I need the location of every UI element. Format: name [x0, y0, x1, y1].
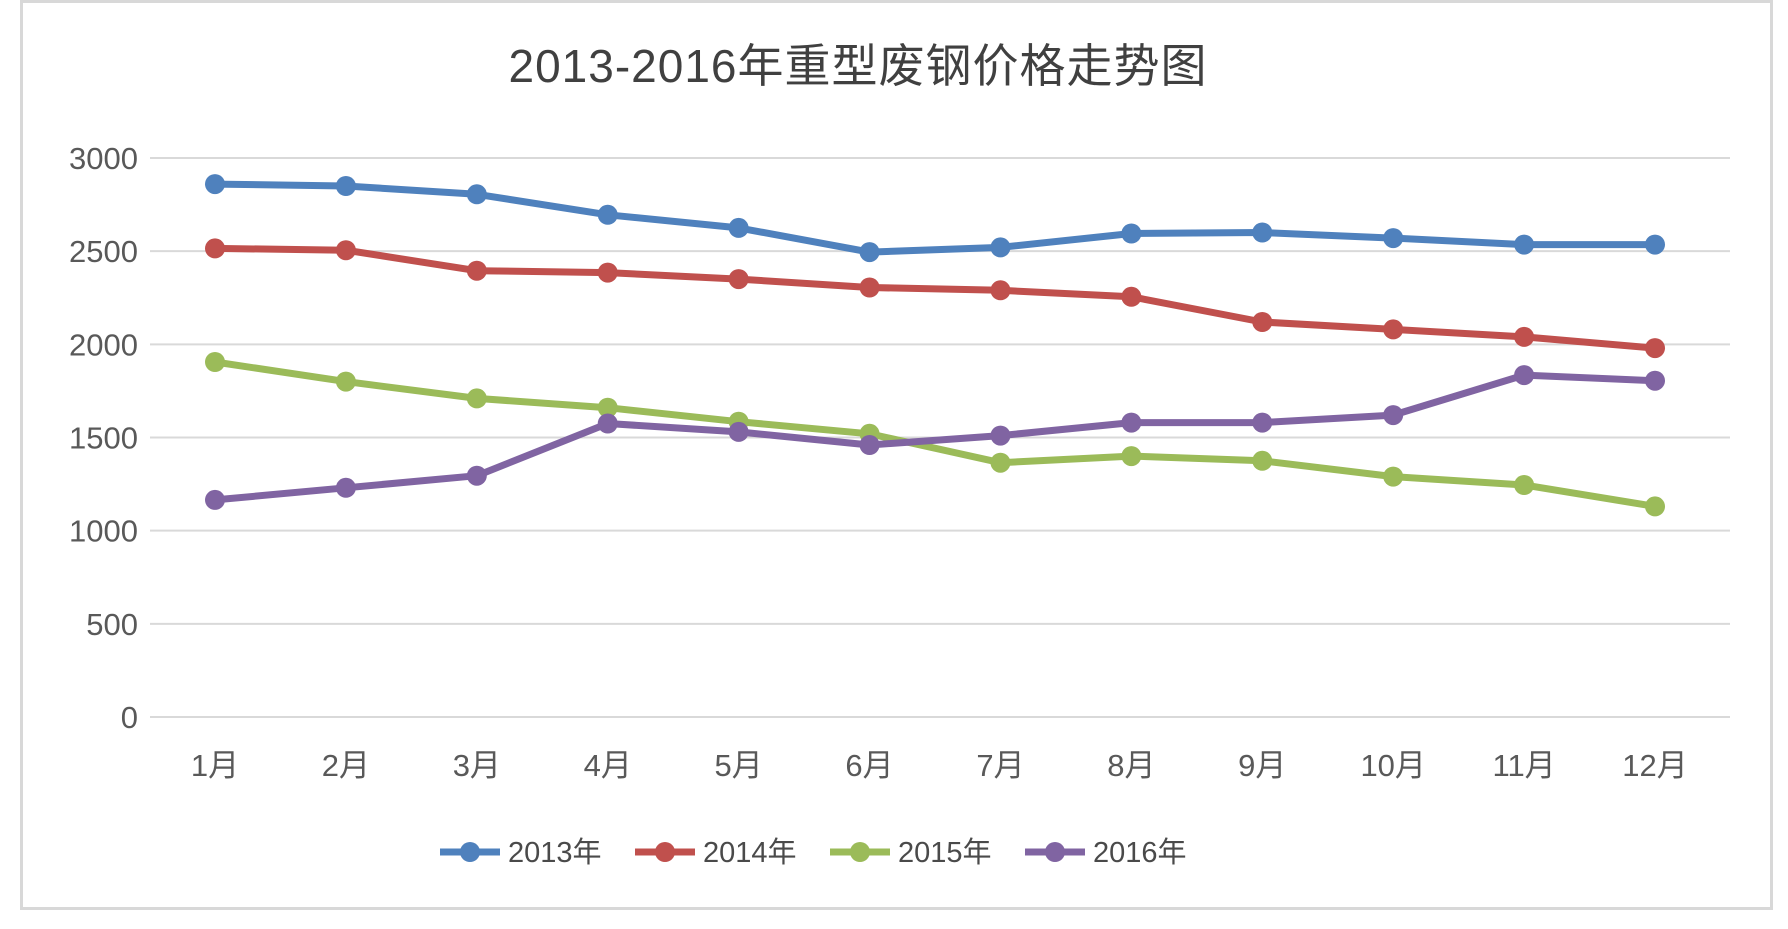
x-tick-label-12: 12月 [1622, 748, 1687, 783]
data-point-2016年-2月 [335, 477, 356, 498]
x-axis-labels-group: 1月 2月 3月 4月 5月 6月 7月 8月 9月 10月 11月 12月 [191, 748, 1688, 783]
data-point-2015年-12月 [1645, 496, 1666, 517]
data-point-2013年-4月 [597, 204, 618, 225]
legend-item-2016年: 2016年 [1025, 836, 1187, 869]
legend-label-2013年: 2013年 [508, 836, 602, 869]
data-point-2016年-6月 [859, 435, 880, 455]
x-tick-label-8: 8月 [1107, 748, 1155, 783]
data-point-2015年-3月 [466, 388, 487, 409]
data-point-2013年-11月 [1514, 234, 1535, 255]
data-point-2015年-4月 [597, 397, 618, 418]
data-point-2014年-4月 [597, 262, 618, 283]
legend-item-2015年: 2015年 [830, 836, 992, 869]
x-tick-label-4: 4月 [584, 748, 632, 783]
x-tick-label-7: 7月 [976, 748, 1024, 783]
data-point-2015年-1月 [205, 352, 225, 372]
chart-title: 2013-2016年重型废钢价格走势图 [509, 40, 1208, 92]
data-point-2013年-12月 [1645, 234, 1666, 255]
legend-label-2016年: 2016年 [1093, 836, 1187, 869]
data-point-2015年-8月 [1121, 446, 1142, 467]
data-point-2016年-7月 [990, 425, 1011, 446]
data-point-2014年-12月 [1645, 338, 1666, 359]
data-point-2014年-3月 [466, 260, 487, 281]
series-line-2015年 [211, 358, 1659, 510]
data-point-2014年-8月 [1121, 286, 1142, 307]
data-point-2013年-6月 [859, 242, 880, 263]
y-axis-labels-group: 0 500 1000 1500 2000 2500 3000 [69, 141, 138, 735]
x-tick-label-1: 1月 [191, 748, 239, 783]
data-point-2016年-9月 [1252, 412, 1273, 433]
x-tick-label-6: 6月 [845, 748, 893, 783]
data-point-2016年-10月 [1383, 405, 1404, 426]
legend-marker-icon [460, 842, 480, 862]
x-tick-label-10: 10月 [1360, 748, 1425, 783]
data-point-2014年-10月 [1383, 319, 1404, 340]
legend-label-2015年: 2015年 [898, 836, 992, 869]
series-line-2016年 [211, 371, 1659, 504]
data-point-2015年-2月 [335, 371, 356, 392]
data-point-2014年-5月 [728, 269, 749, 290]
x-tick-label-5: 5月 [715, 748, 763, 783]
y-tick-label-500: 500 [86, 607, 138, 642]
legend-label-2014年: 2014年 [703, 836, 797, 869]
legend-marker-icon [850, 842, 870, 862]
data-point-2013年-9月 [1252, 222, 1273, 243]
data-point-2014年-11月 [1514, 326, 1535, 347]
data-point-2013年-8月 [1121, 223, 1142, 244]
data-point-2016年-11月 [1514, 365, 1535, 386]
data-point-2016年-3月 [466, 465, 487, 486]
chart-frame [20, 0, 1773, 910]
data-point-2016年-12月 [1645, 370, 1666, 391]
data-point-2014年-6月 [859, 277, 880, 298]
legend-item-2013年: 2013年 [440, 836, 602, 869]
data-point-2014年-9月 [1252, 312, 1273, 332]
data-point-2013年-1月 [205, 174, 225, 195]
legend-marker-icon [1045, 842, 1065, 862]
data-point-2015年-10月 [1383, 466, 1404, 487]
y-tick-label-1000: 1000 [69, 514, 138, 549]
x-tick-label-11: 11月 [1493, 748, 1556, 783]
y-tick-label-2500: 2500 [69, 234, 138, 269]
series-group [205, 174, 1666, 517]
series-2013年 [205, 174, 1666, 263]
x-tick-label-2: 2月 [322, 748, 370, 783]
y-tick-label-1500: 1500 [69, 421, 138, 456]
data-point-2015年-7月 [990, 452, 1011, 473]
x-tick-label-3: 3月 [453, 748, 501, 783]
data-point-2014年-1月 [205, 238, 225, 259]
y-tick-label-3000: 3000 [69, 141, 138, 176]
data-point-2016年-5月 [728, 421, 749, 442]
data-point-2014年-2月 [335, 240, 356, 261]
x-tick-label-9: 9月 [1238, 748, 1286, 783]
series-line-2014年 [211, 244, 1659, 352]
y-tick-label-0: 0 [121, 700, 138, 735]
y-tick-label-2000: 2000 [69, 327, 138, 362]
data-point-2014年-7月 [990, 280, 1011, 301]
data-point-2013年-3月 [466, 184, 487, 205]
data-point-2013年-7月 [990, 237, 1011, 258]
data-point-2016年-8月 [1121, 412, 1142, 433]
legend-group: 2013年 2014年 2015年 2016年 [440, 836, 1187, 869]
legend-item-2014年: 2014年 [635, 836, 797, 869]
data-point-2015年-11月 [1514, 475, 1535, 495]
series-2016年 [205, 365, 1666, 510]
data-point-2016年-4月 [597, 413, 618, 434]
data-point-2013年-5月 [728, 217, 749, 238]
data-point-2016年-1月 [205, 489, 225, 510]
data-point-2013年-2月 [335, 176, 356, 196]
data-point-2013年-10月 [1383, 228, 1404, 249]
data-point-2015年-9月 [1252, 450, 1273, 471]
series-line-2013年 [211, 180, 1659, 256]
series-2014年 [205, 238, 1666, 359]
legend-marker-icon [655, 842, 675, 862]
